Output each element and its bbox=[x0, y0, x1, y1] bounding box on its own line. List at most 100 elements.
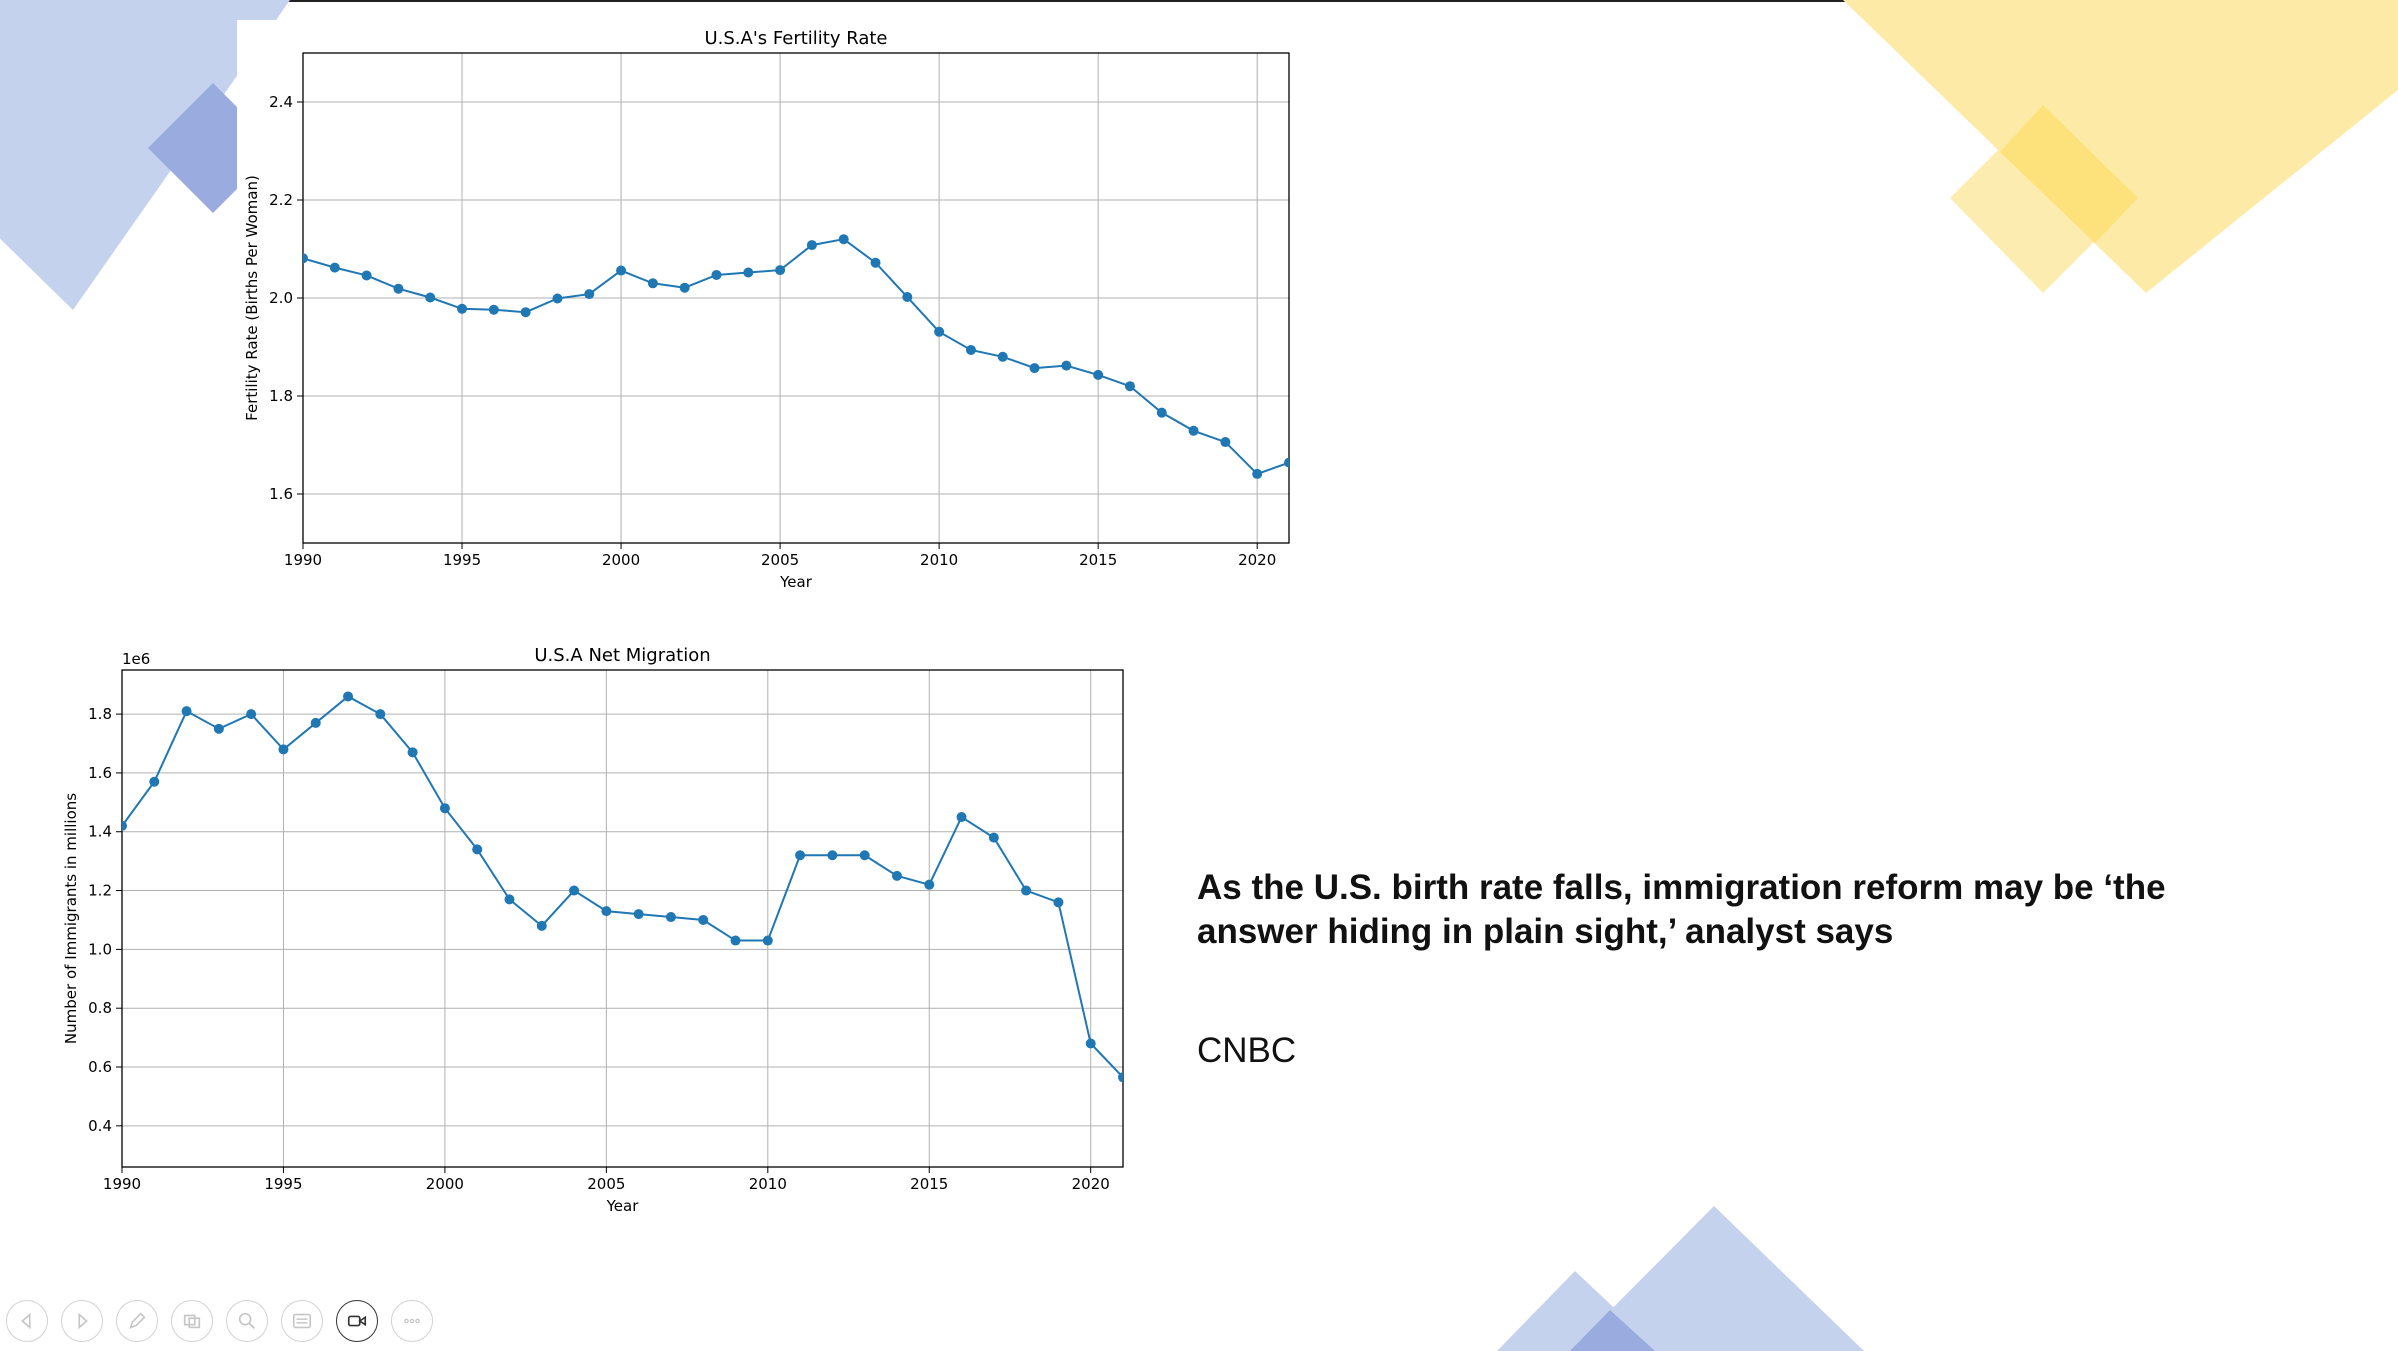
data-point bbox=[827, 850, 838, 861]
data-point bbox=[1053, 897, 1064, 908]
data-point bbox=[1124, 381, 1135, 392]
data-point bbox=[730, 935, 741, 946]
x-tick-label: 2020 bbox=[1072, 1175, 1110, 1193]
previous-slide-icon bbox=[21, 1312, 31, 1330]
y-tick-label: 0.8 bbox=[88, 999, 112, 1017]
data-point bbox=[439, 803, 450, 814]
y-offset-label: 1e6 bbox=[122, 650, 150, 668]
data-point bbox=[504, 894, 515, 905]
data-point bbox=[838, 234, 849, 245]
more-options-icon bbox=[404, 1318, 420, 1324]
data-point bbox=[407, 747, 418, 758]
data-point bbox=[1021, 885, 1032, 896]
x-tick-label: 2020 bbox=[1238, 551, 1276, 569]
deco-yellow-overlap bbox=[2000, 105, 2138, 243]
more-options-button[interactable] bbox=[391, 1300, 433, 1342]
subtitles-button[interactable] bbox=[281, 1300, 323, 1342]
x-axis-label: Year bbox=[606, 1197, 640, 1215]
data-point bbox=[1252, 468, 1263, 479]
data-point bbox=[616, 265, 627, 276]
chart-title: U.S.A Net Migration bbox=[534, 645, 710, 666]
data-point bbox=[1284, 457, 1289, 468]
slides-grid-button[interactable] bbox=[171, 1300, 213, 1342]
next-slide-icon bbox=[78, 1312, 88, 1330]
y-tick-label: 2.0 bbox=[269, 289, 293, 307]
slideshow-toolbar bbox=[6, 1300, 433, 1344]
y-tick-label: 2.4 bbox=[269, 93, 293, 111]
data-point bbox=[149, 776, 160, 787]
source-label: CNBC bbox=[1197, 1031, 1297, 1070]
y-tick-label: 1.8 bbox=[88, 705, 112, 723]
data-point bbox=[122, 820, 127, 831]
y-tick-label: 1.0 bbox=[88, 940, 112, 958]
data-point bbox=[997, 351, 1008, 362]
data-point bbox=[870, 257, 881, 268]
x-tick-label: 1995 bbox=[443, 551, 481, 569]
data-point bbox=[1029, 363, 1040, 374]
x-tick-label: 1990 bbox=[284, 551, 322, 569]
x-axis-label: Year bbox=[779, 573, 813, 591]
data-point bbox=[181, 706, 192, 717]
previous-slide-button[interactable] bbox=[6, 1300, 48, 1342]
data-point bbox=[698, 914, 709, 925]
data-point bbox=[488, 304, 499, 315]
series-group bbox=[303, 234, 1289, 479]
net-migration-chart: 1990 1995 2000 2005 2010 2015 2020 0.4 0.6 0.8 1.0… bbox=[55, 640, 1135, 1220]
data-point bbox=[762, 935, 773, 946]
data-point bbox=[1061, 360, 1072, 371]
data-point bbox=[775, 265, 786, 276]
chart-title: U.S.A's Fertility Rate bbox=[704, 28, 887, 49]
x-tick-label: 1995 bbox=[264, 1175, 302, 1193]
next-slide-button[interactable] bbox=[61, 1300, 103, 1342]
y-tick-label: 1.4 bbox=[88, 823, 112, 841]
data-point bbox=[1156, 407, 1167, 418]
camera-button[interactable] bbox=[336, 1300, 378, 1342]
data-point bbox=[1188, 425, 1199, 436]
x-tick-label: 2005 bbox=[587, 1175, 625, 1193]
pen-icon bbox=[129, 1312, 146, 1329]
data-point bbox=[859, 850, 870, 861]
data-point bbox=[536, 920, 547, 931]
deco-blue-diamond-large bbox=[0, 0, 290, 310]
headline: As the U.S. birth rate falls, immigratio… bbox=[1197, 868, 2166, 951]
data-point bbox=[924, 879, 935, 890]
data-point bbox=[457, 303, 468, 314]
x-tick-label: 2005 bbox=[761, 551, 799, 569]
x-tick-label: 2010 bbox=[920, 551, 958, 569]
data-point bbox=[743, 267, 754, 278]
data-point bbox=[278, 744, 289, 755]
y-tick-label: 1.6 bbox=[269, 485, 293, 503]
data-point bbox=[393, 283, 404, 294]
data-point bbox=[956, 812, 967, 823]
zoom-icon bbox=[238, 1312, 255, 1329]
y-axis-label: Fertility Rate (Births Per Woman) bbox=[243, 175, 261, 421]
data-point bbox=[711, 269, 722, 280]
pen-button[interactable] bbox=[116, 1300, 158, 1342]
y-axis-label: Number of Immigrants in millions bbox=[62, 793, 80, 1044]
data-point bbox=[601, 906, 612, 917]
plot-frame bbox=[121, 669, 1124, 1168]
x-tick-label: 2010 bbox=[749, 1175, 787, 1193]
data-point bbox=[584, 289, 595, 300]
top-border bbox=[0, 0, 2398, 2]
y-tick-label: 0.4 bbox=[88, 1117, 112, 1135]
x-tick-label: 2000 bbox=[426, 1175, 464, 1193]
subtitles-icon bbox=[292, 1313, 312, 1329]
deco-blue-bottom-overlap bbox=[1570, 1310, 1655, 1351]
data-point bbox=[902, 292, 913, 303]
data-point bbox=[425, 292, 436, 303]
data-point bbox=[965, 344, 976, 355]
data-point bbox=[1118, 1072, 1123, 1083]
x-tick-label: 2015 bbox=[910, 1175, 948, 1193]
data-point bbox=[934, 326, 945, 337]
fertility-rate-chart: 1990 1995 2000 2005 2010 2015 2020 1.6 1.8 2.0 2.2… bbox=[237, 20, 1307, 598]
data-point bbox=[520, 307, 531, 318]
data-point bbox=[679, 282, 690, 293]
data-point bbox=[343, 691, 354, 702]
data-point bbox=[633, 909, 644, 920]
x-tick-label: 2000 bbox=[602, 551, 640, 569]
deco-blue-bottom-right bbox=[1570, 1206, 1864, 1351]
data-point bbox=[303, 253, 308, 264]
zoom-button[interactable] bbox=[226, 1300, 268, 1342]
